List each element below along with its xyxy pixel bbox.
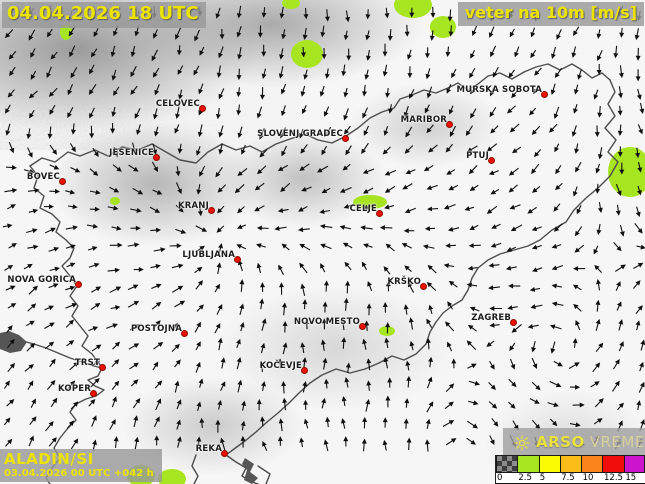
legend-tick: 5 [539, 473, 546, 483]
wind-patch [353, 195, 387, 209]
wind-patch [608, 147, 645, 197]
model-run-info: 03.04.2026 00 UTC +042 h [4, 467, 154, 479]
legend-tick: 15 [625, 473, 637, 483]
model-info-panel: ALADIN/SI 03.04.2026 00 UTC +042 h [0, 448, 162, 482]
variable-title: veter na 10m [m/s] [464, 3, 637, 22]
legend-tick: 2.5 [518, 473, 532, 483]
river-mouth-area [242, 458, 258, 484]
legend-tick: 12.5 [604, 473, 623, 483]
wind-patch [110, 197, 120, 205]
wind-speed-legend: 0 2.5 5 7.5 10 12.5 15 [495, 455, 645, 484]
legend-swatch [538, 455, 560, 473]
legend-tick: 10 [582, 473, 594, 483]
model-name: ALADIN/SI [4, 449, 94, 468]
legend-swatch [517, 455, 539, 473]
coastline [0, 337, 105, 484]
legend-tick-labels: 0 2.5 5 7.5 10 12.5 15 [496, 473, 645, 483]
legend-tick: 7.5 [561, 473, 575, 483]
wind-patch [394, 0, 432, 18]
legend-tick: 0 [497, 473, 503, 483]
valid-time-panel: 04.04.2026 18 UTC [2, 2, 206, 28]
variable-panel: veter na 10m [m/s] [457, 2, 644, 26]
wind-patch [282, 0, 300, 9]
legend-swatches [496, 455, 645, 473]
wind-patch [291, 40, 323, 68]
agency-name: ARSO [536, 432, 585, 451]
legend-swatch [496, 455, 518, 473]
legend-swatch [623, 455, 645, 473]
wind-patch [158, 469, 186, 484]
sun-icon [513, 433, 531, 451]
legend-swatch [581, 455, 603, 473]
border-east-south [225, 79, 619, 456]
border-west [29, 165, 103, 369]
legend-swatch [559, 455, 582, 473]
legend-swatch [602, 455, 624, 473]
valid-time-label: 04.04.2026 18 UTC [7, 3, 199, 24]
arso-vreme-logo: ARSO VREME [503, 428, 645, 455]
product-name: VREME [589, 432, 645, 451]
